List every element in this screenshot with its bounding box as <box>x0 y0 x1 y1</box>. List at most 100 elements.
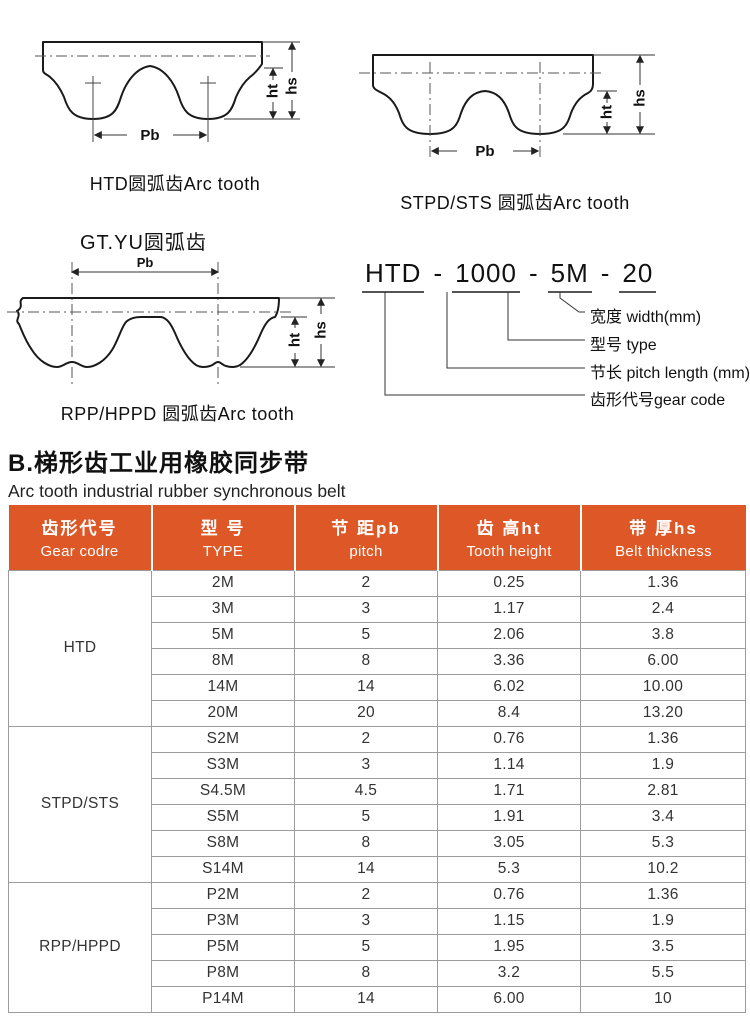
group-cell-htd: HTD <box>8 569 152 727</box>
htd-ht-label: ht <box>265 84 282 98</box>
section-heading-zh: B.梯形齿工业用橡胶同步带 <box>8 450 309 477</box>
cell-tooth-height: 6.02 <box>437 673 581 701</box>
belt-spec-table: 齿形代号 Gear codre 型 号 TYPE 节 距pb pitch 齿 高ht T… <box>8 505 746 1013</box>
cell-tooth-height: 1.17 <box>437 595 581 623</box>
header-pitch: 节 距pb pitch <box>294 505 439 570</box>
table-row: P14M 14 6.00 10 <box>9 985 746 1013</box>
cell-tooth-height: 1.71 <box>437 777 581 805</box>
table-row: P3M 3 1.15 1.9 <box>9 907 746 935</box>
group-cell-stpd-sts: STPD/STS <box>8 725 152 883</box>
gtyu-ht-label: ht <box>287 333 304 347</box>
cell-type: 2M <box>151 569 295 597</box>
cell-type: P2M <box>151 881 295 909</box>
gtyu-hs-label: hs <box>313 321 330 339</box>
cell-tooth-height: 2.06 <box>437 621 581 649</box>
cell-type: 14M <box>151 673 295 701</box>
cell-pitch: 14 <box>294 855 438 883</box>
cell-belt-thickness: 10 <box>580 985 746 1013</box>
cell-tooth-height: 0.25 <box>437 569 581 597</box>
stpd-pb-label: Pb <box>475 143 494 160</box>
cell-type: P5M <box>151 933 295 961</box>
header-gear-code: 齿形代号 Gear codre <box>8 505 153 570</box>
gtyu-diagram-block: Pb ht hs RPP/HPPD 圆弧齿Arc tooth <box>5 256 350 426</box>
cell-pitch: 20 <box>294 699 438 727</box>
table-row: 14M 14 6.02 10.00 <box>9 673 746 701</box>
cell-pitch: 5 <box>294 933 438 961</box>
table-row: P5M 5 1.95 3.5 <box>9 933 746 961</box>
cell-type: S2M <box>151 725 295 753</box>
part-code-callout-lines <box>384 292 585 396</box>
cell-type: P3M <box>151 907 295 935</box>
table-row: 3M 3 1.17 2.4 <box>9 595 746 623</box>
group-cell-rpp-hppd: RPP/HPPD <box>8 881 152 1013</box>
cell-belt-thickness: 5.3 <box>580 829 746 857</box>
cell-type: S5M <box>151 803 295 831</box>
cell-pitch: 14 <box>294 985 438 1013</box>
cell-type: 3M <box>151 595 295 623</box>
cell-belt-thickness: 6.00 <box>580 647 746 675</box>
cell-pitch: 5 <box>294 621 438 649</box>
cell-belt-thickness: 2.81 <box>580 777 746 805</box>
table-row: S4.5M 4.5 1.71 2.81 <box>9 777 746 805</box>
cell-type: 8M <box>151 647 295 675</box>
cell-type: S14M <box>151 855 295 883</box>
cell-tooth-height: 8.4 <box>437 699 581 727</box>
part-code-sep: - <box>600 258 611 288</box>
cell-belt-thickness: 10.2 <box>580 855 746 883</box>
table-row: S5M 5 1.91 3.4 <box>9 803 746 831</box>
gtyu-pb-label: Pb <box>137 256 154 270</box>
callout-pitch-length: 节长 pitch length (mm) <box>590 365 750 382</box>
cell-pitch: 8 <box>294 829 438 857</box>
table-row: 20M 20 8.4 13.20 <box>9 699 746 727</box>
cell-belt-thickness: 1.9 <box>580 907 746 935</box>
table-row: P8M 8 3.2 5.5 <box>9 959 746 987</box>
cell-tooth-height: 5.3 <box>437 855 581 883</box>
cell-pitch: 3 <box>294 751 438 779</box>
cell-belt-thickness: 5.5 <box>580 959 746 987</box>
cell-tooth-height: 0.76 <box>437 881 581 909</box>
cell-tooth-height: 1.14 <box>437 751 581 779</box>
header-belt-thickness: 带 厚hs Belt thickness <box>580 505 746 570</box>
cell-type: P8M <box>151 959 295 987</box>
cell-tooth-height: 3.2 <box>437 959 581 987</box>
gtyu-profile-drawing: Pb ht hs <box>7 256 335 388</box>
htd-pb-label: Pb <box>140 127 159 144</box>
section-heading: B.梯形齿工业用橡胶同步带 Arc tooth industrial rubbe… <box>8 443 346 502</box>
cell-belt-thickness: 2.4 <box>580 595 746 623</box>
part-code-sep: - <box>433 258 444 288</box>
cell-belt-thickness: 1.9 <box>580 751 746 779</box>
cell-belt-thickness: 10.00 <box>580 673 746 701</box>
cell-type: P14M <box>151 985 295 1013</box>
callout-gear-code: 齿形代号gear code <box>590 392 726 409</box>
table-row: 5M 5 2.06 3.8 <box>9 621 746 649</box>
cell-tooth-height: 1.15 <box>437 907 581 935</box>
cell-type: S8M <box>151 829 295 857</box>
cell-pitch: 2 <box>294 725 438 753</box>
header-type: 型 号 TYPE <box>151 505 296 570</box>
cell-tooth-height: 1.95 <box>437 933 581 961</box>
part-code-length: 1000 <box>452 258 520 293</box>
htd-profile-drawing: Pb ht hs <box>35 41 301 144</box>
part-code-gear: HTD <box>362 258 425 293</box>
stpd-diagram-block: Pb ht hs STPD/STS 圆弧齿Arc tooth <box>345 40 685 215</box>
htd-diagram-block: Pb ht hs HTD圆弧齿Arc tooth <box>20 26 330 196</box>
rpp-caption: RPP/HPPD 圆弧齿Arc tooth <box>60 404 295 424</box>
cell-tooth-height: 6.00 <box>437 985 581 1013</box>
cell-pitch: 3 <box>294 907 438 935</box>
stpd-ht-label: ht <box>599 105 616 119</box>
cell-tooth-height: 3.05 <box>437 829 581 857</box>
cell-pitch: 3 <box>294 595 438 623</box>
stpd-caption: STPD/STS 圆弧齿Arc tooth <box>400 193 630 213</box>
part-code: HTD - 1000 - 5M - 20 <box>362 258 657 293</box>
part-code-type: 5M <box>547 258 592 293</box>
part-code-sep: - <box>528 258 539 288</box>
cell-belt-thickness: 3.4 <box>580 803 746 831</box>
cell-tooth-height: 0.76 <box>437 725 581 753</box>
cell-pitch: 4.5 <box>294 777 438 805</box>
htd-caption: HTD圆弧齿Arc tooth <box>89 174 261 194</box>
callout-width: 宽度 width(mm) <box>590 309 702 326</box>
cell-tooth-height: 1.91 <box>437 803 581 831</box>
cell-type: S3M <box>151 751 295 779</box>
cell-pitch: 8 <box>294 647 438 675</box>
